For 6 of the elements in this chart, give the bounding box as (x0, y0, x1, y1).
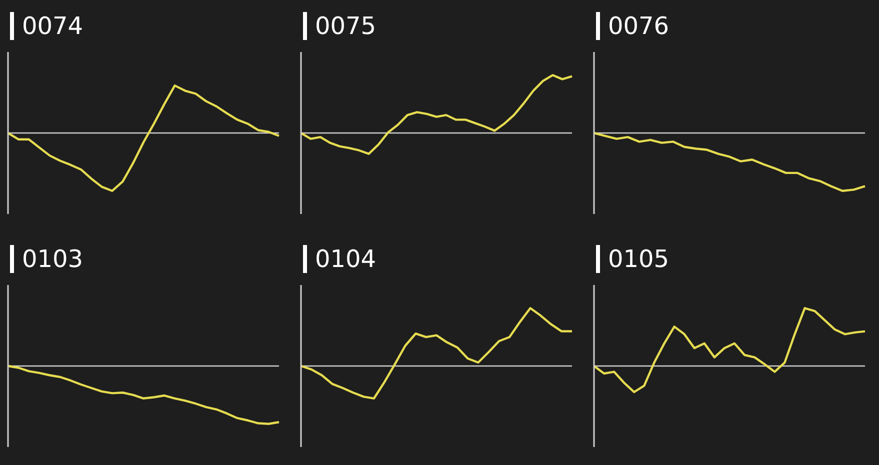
chart-title: 0105 (608, 244, 670, 272)
chart-title: 0104 (315, 244, 376, 272)
chart-title: 0074 (22, 12, 84, 40)
chart-title: 0103 (22, 244, 84, 272)
chart-title: 0076 (608, 12, 670, 40)
chart-title: 0075 (315, 12, 376, 40)
